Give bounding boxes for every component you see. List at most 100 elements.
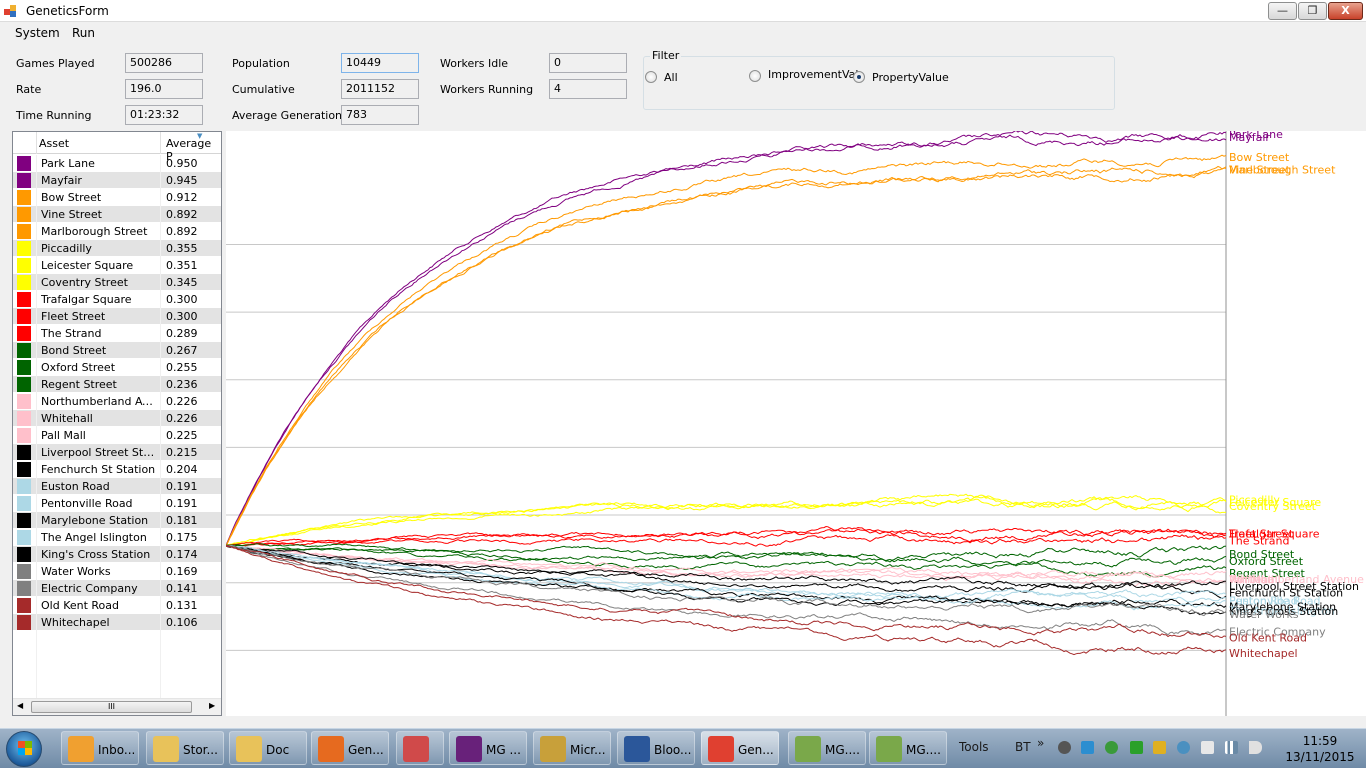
asset-name: Mayfair <box>41 174 82 187</box>
table-row[interactable]: Northumberland Aven... 0.226 <box>13 393 221 410</box>
series-label: Mayfair <box>1229 131 1270 144</box>
table-row[interactable]: Whitehall 0.226 <box>13 410 221 427</box>
series-label: Trafalgar Square <box>1228 528 1320 541</box>
taskbar-button[interactable]: MG.... <box>788 731 866 765</box>
filter-improvementval-label[interactable]: ImprovementVal <box>768 68 859 81</box>
column-header-average[interactable]: Average P <box>166 137 212 163</box>
start-button[interactable] <box>6 731 42 767</box>
menu-run[interactable]: Run <box>72 26 96 40</box>
color-swatch <box>17 496 31 511</box>
table-row[interactable]: Euston Road 0.191 <box>13 478 221 495</box>
cumulative-field[interactable]: 2011152 <box>341 79 419 99</box>
series-line <box>226 545 1227 582</box>
workers-idle-field[interactable]: 0 <box>549 53 627 73</box>
tray-html5-icon[interactable] <box>1081 741 1094 754</box>
taskbar-button[interactable]: MG ... <box>449 731 527 765</box>
workers-running-field[interactable]: 4 <box>549 79 627 99</box>
table-row[interactable]: King's Cross Station 0.174 <box>13 546 221 563</box>
table-row[interactable]: Pentonville Road 0.191 <box>13 495 221 512</box>
filter-propertyvalue-radio[interactable] <box>853 71 865 83</box>
average-value: 0.892 <box>166 208 198 221</box>
table-row[interactable]: Marlborough Street 0.892 <box>13 223 221 240</box>
bt-toolbar[interactable]: BT <box>1015 740 1031 754</box>
table-row[interactable]: Liverpool Street Station 0.215 <box>13 444 221 461</box>
scroll-thumb[interactable]: III <box>31 701 192 713</box>
notepad-icon <box>795 736 821 762</box>
scroll-left-icon[interactable]: ◀ <box>17 701 24 710</box>
table-row[interactable]: Electric Company 0.141 <box>13 580 221 597</box>
asset-name: Fenchurch St Station <box>41 463 156 476</box>
taskbar-button[interactable]: Gen... <box>701 731 779 765</box>
filter-all-label[interactable]: All <box>664 71 678 84</box>
population-field[interactable]: 10449 <box>341 53 419 73</box>
column-header-asset[interactable]: Asset <box>39 137 70 150</box>
filter-all-radio[interactable] <box>645 71 657 83</box>
tray-app-icon[interactable] <box>1058 741 1071 754</box>
filter-legend: Filter <box>650 49 682 62</box>
taskbar-button[interactable] <box>396 731 444 765</box>
title-bar: GeneticsForm — ❐ X <box>0 0 1366 22</box>
asset-grid[interactable]: Asset Average P ▼ Park Lane 0.950 Mayfair 0… <box>12 131 222 716</box>
table-row[interactable]: Leicester Square 0.351 <box>13 257 221 274</box>
signal-icon[interactable] <box>1225 741 1238 754</box>
visual-studio-icon <box>456 736 482 762</box>
color-swatch <box>17 462 31 477</box>
table-row[interactable]: Pall Mall 0.225 <box>13 427 221 444</box>
tray-security-icon[interactable] <box>1153 741 1166 754</box>
minimize-button[interactable]: — <box>1268 2 1297 20</box>
table-row[interactable]: Regent Street 0.236 <box>13 376 221 393</box>
taskbar-button[interactable]: Micr... <box>533 731 611 765</box>
taskbar-button[interactable]: Bloo... <box>617 731 695 765</box>
taskbar-button-label: Doc <box>266 743 290 757</box>
filter-propertyvalue-label[interactable]: PropertyValue <box>872 71 949 84</box>
series-line <box>226 544 1227 568</box>
table-row[interactable]: Piccadilly 0.355 <box>13 240 221 257</box>
menu-system[interactable]: System <box>15 26 60 40</box>
series-line <box>226 545 1227 636</box>
taskbar-button[interactable]: Doc <box>229 731 307 765</box>
table-row[interactable]: The Strand 0.289 <box>13 325 221 342</box>
average-generation-field[interactable]: 783 <box>341 105 419 125</box>
tools-toolbar[interactable]: Tools <box>959 740 989 754</box>
tray-sync-icon[interactable] <box>1177 741 1190 754</box>
time-running-field[interactable]: 01:23:32 <box>125 105 203 125</box>
maximize-button[interactable]: ❐ <box>1298 2 1327 20</box>
color-swatch <box>17 173 31 188</box>
filter-improvementval-radio[interactable] <box>749 70 761 82</box>
horizontal-scrollbar[interactable]: ◀ III ▶ <box>13 698 221 715</box>
table-row[interactable]: Trafalgar Square 0.300 <box>13 291 221 308</box>
table-row[interactable]: Whitechapel 0.106 <box>13 614 221 631</box>
table-row[interactable]: Bond Street 0.267 <box>13 342 221 359</box>
tray-device-icon[interactable] <box>1201 741 1214 754</box>
table-row[interactable]: Park Lane 0.950 <box>13 155 221 172</box>
asset-name: The Strand <box>41 327 102 340</box>
asset-name: Regent Street <box>41 378 117 391</box>
taskbar-button[interactable]: Gen... <box>311 731 389 765</box>
table-row[interactable]: Fleet Street 0.300 <box>13 308 221 325</box>
folder-icon <box>236 736 262 762</box>
table-row[interactable]: The Angel Islington 0.175 <box>13 529 221 546</box>
tray-check-icon[interactable] <box>1130 741 1143 754</box>
games-played-field[interactable]: 500286 <box>125 53 203 73</box>
table-row[interactable]: Mayfair 0.945 <box>13 172 221 189</box>
toolbar-more-icon[interactable]: » <box>1037 736 1045 750</box>
taskbar-button[interactable]: MG.... <box>869 731 947 765</box>
series-label: Marylebone Station <box>1229 601 1336 614</box>
table-row[interactable]: Bow Street 0.912 <box>13 189 221 206</box>
taskbar-button[interactable]: Inbo... <box>61 731 139 765</box>
taskbar-button[interactable]: Stor... <box>146 731 224 765</box>
tray-network-icon[interactable] <box>1105 741 1118 754</box>
table-row[interactable]: Fenchurch St Station 0.204 <box>13 461 221 478</box>
clock[interactable]: 11:59 13/11/2015 <box>1284 733 1356 765</box>
series-line <box>226 545 1227 611</box>
table-row[interactable]: Water Works 0.169 <box>13 563 221 580</box>
rate-field[interactable]: 196.0 <box>125 79 203 99</box>
table-row[interactable]: Coventry Street 0.345 <box>13 274 221 291</box>
table-row[interactable]: Vine Street 0.892 <box>13 206 221 223</box>
table-row[interactable]: Old Kent Road 0.131 <box>13 597 221 614</box>
table-row[interactable]: Oxford Street 0.255 <box>13 359 221 376</box>
close-button[interactable]: X <box>1328 2 1363 20</box>
table-row[interactable]: Marylebone Station 0.181 <box>13 512 221 529</box>
scroll-right-icon[interactable]: ▶ <box>209 701 216 710</box>
volume-icon[interactable] <box>1249 741 1262 754</box>
